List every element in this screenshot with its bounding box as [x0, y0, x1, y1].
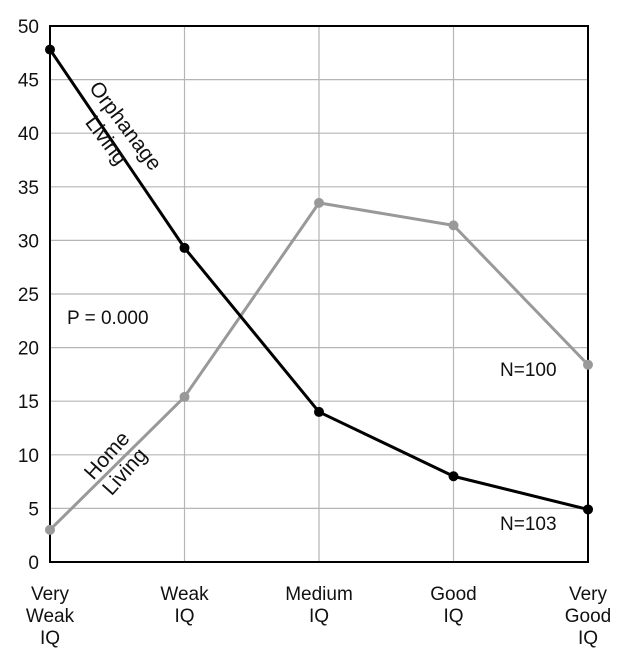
y-tick-label: 40	[18, 124, 39, 145]
data-point-home-living	[179, 391, 190, 402]
y-tick-label: 0	[28, 553, 39, 574]
data-point-home-living	[45, 524, 55, 535]
y-tick-label: 10	[18, 446, 39, 467]
data-point-orphanage-living	[314, 406, 324, 417]
data-point-orphanage-living	[179, 242, 190, 253]
y-tick-label: 30	[18, 231, 39, 252]
y-axis: 0 5 10 15 20 25 30 35 40 45 50	[18, 17, 39, 574]
data-point-orphanage-living	[448, 471, 459, 482]
y-tick-label: 45	[18, 71, 39, 92]
plot-frame	[49, 25, 589, 563]
y-tick-label: 50	[18, 17, 39, 38]
data-point-home-living	[583, 359, 593, 370]
n-label-home: N=100	[500, 360, 557, 381]
p-value: P = 0.000	[67, 308, 149, 329]
n-label-orphanage: N=103	[500, 514, 557, 535]
data-point-home-living	[448, 220, 459, 231]
x-category-label: Very Good IQ	[565, 584, 611, 649]
y-tick-label: 20	[18, 339, 39, 360]
x-axis: Very Weak IQ Weak IQ Medium IQ Good IQ Very Good IQ	[26, 584, 611, 649]
y-tick-label: 15	[18, 392, 39, 413]
x-category-label: Very Weak IQ	[26, 584, 75, 649]
y-tick-label: 35	[18, 178, 39, 199]
data-point-orphanage-living	[45, 44, 55, 55]
x-category-label: Medium IQ	[285, 584, 353, 627]
x-category-label: Good IQ	[430, 584, 476, 627]
y-tick-label: 25	[18, 285, 39, 306]
data-point-orphanage-living	[583, 504, 593, 515]
y-tick-label: 5	[28, 499, 39, 520]
data-point-home-living	[314, 197, 324, 208]
series-layer	[45, 44, 593, 535]
x-category-label: Weak IQ	[160, 584, 209, 627]
